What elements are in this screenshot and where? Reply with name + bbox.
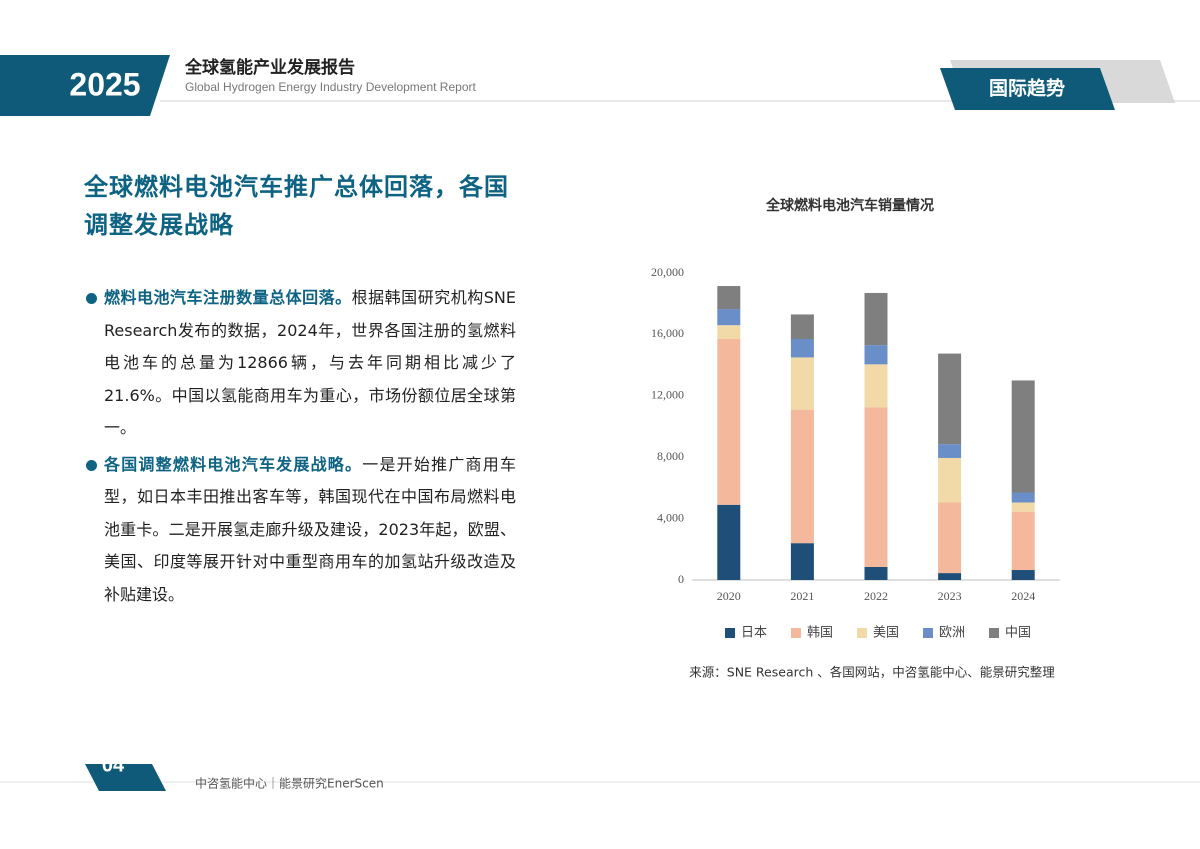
- bar-segment: [864, 345, 888, 365]
- y-tick-label: 16,000: [651, 326, 684, 340]
- bar-segment: [1011, 502, 1035, 512]
- footer-org: 中咨氢能中心｜能景研究EnerScen: [195, 776, 384, 791]
- y-tick-label: 4,000: [657, 510, 684, 524]
- legend-label: 韩国: [807, 626, 833, 641]
- section-tab: [940, 68, 1115, 110]
- bullet-lead: 燃料电池汽车注册数量总体回落。: [104, 288, 352, 307]
- bar-segment: [938, 444, 962, 458]
- bar-segment: [790, 339, 814, 358]
- page-number: 04: [102, 754, 125, 776]
- bar-segment: [790, 543, 814, 580]
- legend-label: 中国: [1005, 626, 1031, 641]
- y-tick-label: 0: [678, 572, 684, 586]
- bar-segment: [790, 357, 814, 410]
- legend-label: 美国: [873, 626, 899, 641]
- bar-segment: [717, 325, 741, 340]
- legend-swatch: [857, 628, 867, 638]
- bar-segment: [717, 339, 741, 505]
- report-subtitle: Global Hydrogen Energy Industry Developm…: [185, 80, 476, 94]
- x-tick-label: 2022: [864, 589, 888, 603]
- legend-swatch: [791, 628, 801, 638]
- section-tab-label: 国际趋势: [989, 77, 1065, 100]
- bar-segment: [864, 364, 888, 408]
- bar-segment: [1011, 380, 1035, 493]
- legend-swatch: [923, 628, 933, 638]
- x-tick-label: 2021: [790, 589, 814, 603]
- bar-segment: [717, 309, 741, 326]
- bullet-lead: 各国调整燃料电池汽车发展战略。: [104, 454, 363, 474]
- bar-segment: [938, 502, 962, 574]
- legend-label: 欧洲: [939, 626, 965, 641]
- bar-segment: [938, 353, 962, 445]
- bullet-list: 燃料电池汽车注册数量总体回落。根据韩国研究机构SNE Research发布的数据…: [84, 282, 516, 615]
- bar-segment: [864, 566, 888, 580]
- legend-swatch: [989, 628, 999, 638]
- year: 2025: [69, 66, 140, 102]
- bar-segment: [864, 407, 888, 567]
- x-tick-label: 2020: [717, 589, 741, 603]
- x-tick-label: 2024: [1011, 589, 1035, 603]
- bar-segment: [717, 504, 741, 580]
- chart-source: 来源：SNE Research 、各国网站，中咨氢能中心、能景研究整理: [689, 665, 1055, 680]
- y-tick-label: 20,000: [651, 265, 684, 279]
- year-badge: [0, 55, 170, 116]
- bullet-text: 根据韩国研究机构SNE Research发布的数据，2024年，世界各国注册的氢…: [104, 288, 516, 437]
- bar-segment: [1011, 570, 1035, 580]
- section-heading: 全球燃料电池汽车推广总体回落，各国调整发展战略: [84, 173, 509, 239]
- report-title: 全球氢能产业发展报告: [184, 57, 355, 78]
- bar-segment: [864, 292, 888, 346]
- bar-segment: [790, 409, 814, 544]
- bar-segment: [1011, 511, 1035, 571]
- bullet: 各国调整燃料电池汽车发展战略。一是开始推广商用车型，如日本丰田推出客车等，韩国现…: [84, 449, 516, 612]
- chart-title: 全球燃料电池汽车销量情况: [765, 197, 934, 214]
- bar-segment: [790, 314, 814, 340]
- bar-segment: [938, 573, 962, 580]
- y-tick-label: 8,000: [657, 449, 684, 463]
- legend-label: 日本: [741, 626, 767, 641]
- page-badge: [85, 764, 166, 791]
- y-tick-label: 12,000: [651, 388, 684, 402]
- bullet-text: 一是开始推广商用车型，如日本丰田推出客车等，韩国现代在中国布局燃料电池重卡。二是…: [104, 454, 516, 604]
- x-tick-label: 2023: [938, 589, 962, 603]
- legend-swatch: [725, 628, 735, 638]
- bar-segment: [1011, 492, 1035, 503]
- bar-segment: [938, 457, 962, 503]
- bar-segment: [717, 286, 741, 310]
- bullet: 燃料电池汽车注册数量总体回落。根据韩国研究机构SNE Research发布的数据…: [84, 282, 516, 445]
- chart: 全球燃料电池汽车销量情况 来源：SNE Research 、各国网站，中咨氢能中…: [651, 197, 1060, 680]
